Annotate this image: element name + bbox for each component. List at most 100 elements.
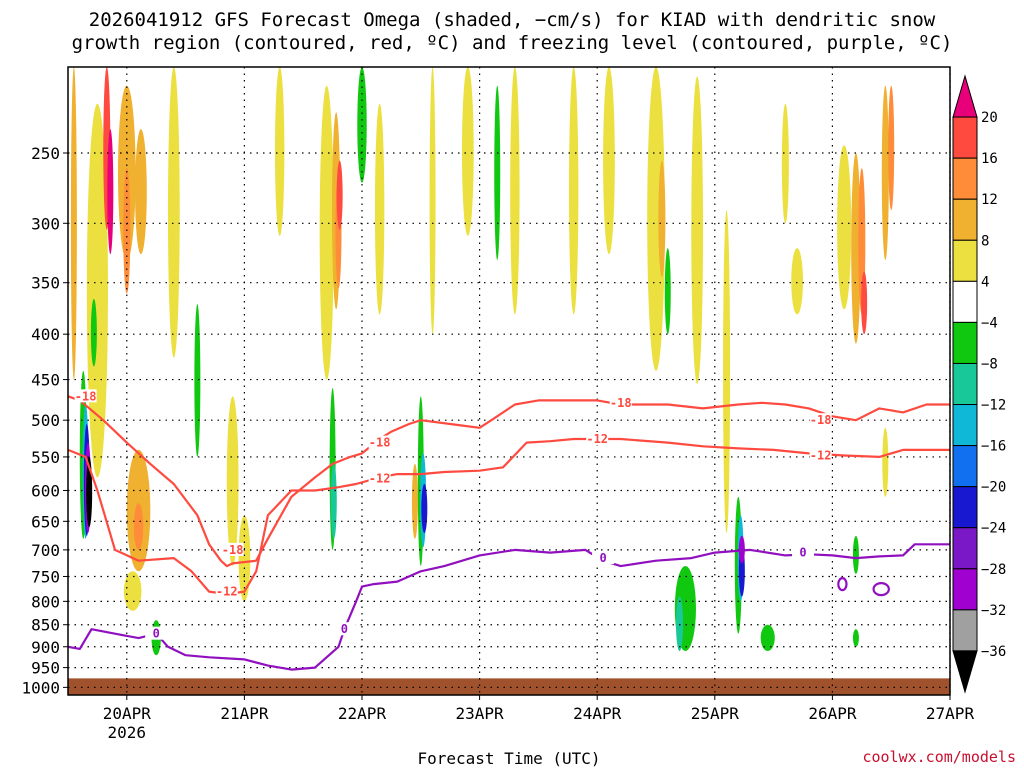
contour-label: -12 [369,472,391,486]
omega-patch-61 [852,535,859,574]
colorbar-label: 4 [981,274,989,290]
colorbar-top-triangle [952,74,978,118]
surface-band [68,678,950,696]
plot-frame [67,66,951,696]
omega-patch-25 [336,160,343,230]
omega-patch-60 [882,427,889,497]
colorbar-label: −8 [981,356,998,372]
colorbar-label: −4 [981,315,998,331]
omega-patch-6 [135,129,147,255]
x-tick-label: 21APR [220,704,269,723]
contour-label: 0 [341,622,348,636]
colorbar-box [952,609,978,652]
contour-label: -18 [369,436,391,450]
contour-label: 0 [153,627,160,641]
colorbar-label: −32 [981,603,1006,619]
colorbar-box [952,568,978,611]
omega-patch-59 [888,85,895,211]
colorbar-box [952,280,978,323]
y-tick-label: 250 [31,144,60,163]
freezing-level-contour [67,543,950,671]
omega-patch-43 [691,76,704,384]
contour-label-bg [368,435,391,449]
credit-label: coolwx.com/models [862,748,1016,766]
plot-area: -18 -18 -18 -18 -18 -12 -12 -12 -12 0 0 0 0 250 300 350… [21,66,975,742]
omega-patch-55 [851,153,861,344]
colorbar-bottom-triangle [952,650,978,694]
contour-label-bg [221,542,244,556]
colorbar-box [952,362,978,406]
colorbar-box [952,157,978,200]
omega-patch-58 [881,85,889,261]
x-axis-title: Forecast Time (UTC) [417,749,600,768]
omega-patch-45 [675,596,684,652]
omega-patch-34 [429,67,436,335]
contour-label-bg [368,471,391,485]
colorbar-box [952,198,978,241]
omega-patch-41 [658,160,666,278]
contour-label: -18 [810,413,832,427]
y-tick-label: 300 [31,214,60,233]
contour-label-bg [215,584,238,598]
colorbar-label: −36 [981,644,1006,660]
omega-patch-9 [133,503,144,550]
y-tick-label: 1000 [21,678,60,697]
omega-patch-10 [123,571,142,611]
y-tick-label: 950 [31,659,60,678]
colorbar-label: 20 [981,110,998,126]
omega-patch-51 [760,624,775,652]
omega-patch-33 [421,483,428,534]
omega-patch-0 [70,67,77,380]
chart-title-line-2: growth region (contoured, red, ºC) and f… [72,32,953,54]
contour-label-bg [586,431,609,445]
colorbar-box [952,527,978,570]
contour-label-bg [333,622,356,636]
contour-label-bg [609,395,632,409]
y-tick-label: 450 [31,371,60,390]
omega-patch-18 [194,304,201,457]
omega-patch-42 [664,248,671,335]
omega-patch-35 [461,67,474,236]
freezing-level-loop-4 [872,582,890,597]
contour-label: -12 [810,449,832,463]
contour-label-bg [809,413,832,427]
omega-patch-54 [837,145,852,310]
omega-patch-20 [238,515,251,602]
x-tick-label: 27APR [926,704,975,723]
x-tick-label: 22APR [338,704,387,723]
colorbar-box [952,116,978,159]
contours: -18 -18 -18 -18 -18 -12 -12 -12 -12 0 0 0 0 [67,389,950,671]
x-tick-label: 26APR [808,704,857,723]
colorbar-label: 16 [981,151,998,167]
omega-patch-52 [781,103,789,224]
y-tick-label: 550 [31,448,60,467]
contour-label: 0 [799,546,806,560]
omega-shading [70,67,895,656]
contour-label: -12 [216,585,238,599]
colorbar-label: −24 [981,521,1006,537]
freezing-level-loop-3 [837,577,848,592]
colorbar-box [952,404,978,447]
omega-patch-40 [647,67,665,371]
contour-label: -18 [610,396,632,410]
contour-label: -18 [75,389,97,403]
omega-patch-36 [510,67,520,315]
plot-background [68,67,950,695]
y-tick-label: 500 [31,411,60,430]
contour-label: -18 [222,543,244,557]
x-tick-label: 23APR [456,704,505,723]
colorbar-box [952,445,978,488]
y-tick-label: 900 [31,638,60,657]
omega-patch-16 [90,298,97,367]
omega-patch-46 [723,210,731,534]
chart-title-line-1: 2026041912 GFS Forecast Omega (shaded, −… [89,9,936,31]
colorbar-label: −12 [981,398,1006,414]
omega-patch-37 [494,85,501,261]
contour-label-bg [74,389,97,403]
colorbar-legend: 20 16 12 8 4 −4 −8 −12 −16 −20 −24 −28 −32 −36 [952,74,1006,694]
y-tick-label: 600 [31,481,60,500]
omega-patch-1 [86,103,108,478]
omega-patch-29 [374,103,385,315]
